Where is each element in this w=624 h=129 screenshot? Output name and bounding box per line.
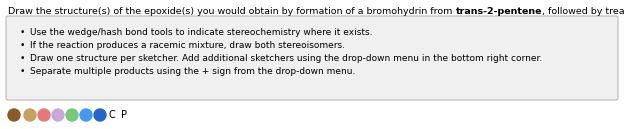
Text: •: • [20, 41, 26, 50]
Circle shape [24, 109, 36, 121]
Text: Draw the structure(s) of the epoxide(s) you would obtain by formation of a bromo: Draw the structure(s) of the epoxide(s) … [8, 7, 456, 16]
Circle shape [66, 109, 78, 121]
Circle shape [38, 109, 50, 121]
Text: P: P [121, 110, 127, 120]
Text: If the reaction produces a racemic mixture, draw both stereoisomers.: If the reaction produces a racemic mixtu… [30, 41, 345, 50]
Text: trans-2-pentene: trans-2-pentene [456, 7, 542, 16]
Circle shape [8, 109, 20, 121]
Circle shape [94, 109, 106, 121]
Text: •: • [20, 28, 26, 37]
Text: C: C [109, 110, 115, 120]
Circle shape [52, 109, 64, 121]
Text: , followed by treatment with base.: , followed by treatment with base. [542, 7, 624, 16]
Text: Draw one structure per sketcher. Add additional sketchers using the drop-down me: Draw one structure per sketcher. Add add… [30, 54, 542, 63]
Text: Separate multiple products using the + sign from the drop-down menu.: Separate multiple products using the + s… [30, 67, 356, 76]
FancyBboxPatch shape [6, 16, 618, 100]
Text: •: • [20, 54, 26, 63]
Circle shape [80, 109, 92, 121]
Text: Use the wedge/hash bond tools to indicate stereochemistry where it exists.: Use the wedge/hash bond tools to indicat… [30, 28, 373, 37]
Text: •: • [20, 67, 26, 76]
